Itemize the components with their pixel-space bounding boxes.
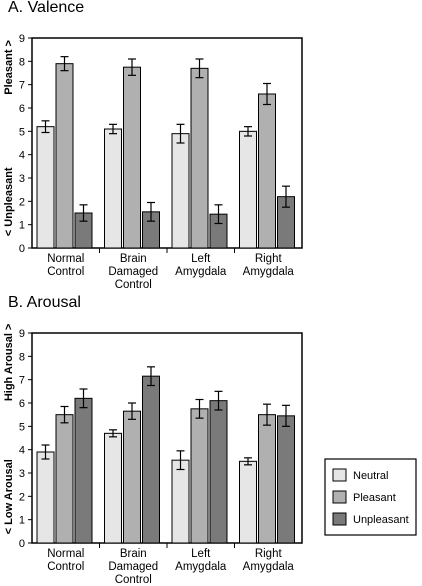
panel-a-title: A. Valence [8, 0, 85, 16]
category-label: Left [191, 253, 211, 265]
bar-pleasant [258, 93, 276, 249]
bar-neutral [104, 432, 122, 544]
bar-unpleasant [142, 375, 160, 544]
bar-neutral [171, 459, 190, 544]
y-tick-label: 2 [19, 491, 25, 503]
y-tick-label: 5 [19, 126, 25, 138]
bar-neutral [36, 451, 55, 544]
y-axis-label-bottom: < Low Arousal [3, 459, 15, 534]
bar-neutral [239, 460, 257, 544]
category-label: Amygdala [175, 561, 227, 573]
category-label: Control [115, 279, 152, 291]
y-tick-label: 3 [19, 173, 25, 185]
bar-pleasant [55, 414, 74, 544]
y-tick-label: 1 [19, 220, 25, 232]
y-axis-label-top: High Arousal > [3, 324, 15, 402]
legend-label: Unpleasant [353, 514, 409, 526]
panel-b-title: B. Arousal [8, 294, 81, 311]
y-tick-label: 5 [19, 421, 25, 433]
y-tick-label: 7 [19, 375, 25, 387]
category-label: Normal [47, 548, 84, 560]
y-tick-label: 6 [19, 103, 25, 115]
y-tick-label: 8 [19, 56, 25, 68]
category-label: Right [255, 548, 283, 560]
bar-neutral [171, 133, 190, 249]
legend-swatch-neutral [332, 468, 347, 482]
y-tick-label: 7 [19, 80, 25, 92]
bar-pleasant [55, 63, 74, 249]
y-tick-label: 3 [19, 468, 25, 480]
category-label: Right [255, 253, 283, 265]
bar-pleasant [190, 408, 209, 544]
category-label: Damaged [108, 266, 158, 278]
y-tick-label: 9 [19, 33, 25, 45]
y-tick-label: 0 [19, 243, 25, 255]
y-tick-label: 4 [19, 445, 25, 457]
bar-unpleasant [209, 400, 228, 544]
bar-unpleasant [74, 397, 93, 544]
y-tick-label: 6 [19, 398, 25, 410]
y-tick-label: 0 [19, 538, 25, 550]
bar-pleasant [258, 414, 276, 544]
bar-pleasant [123, 410, 141, 544]
category-label: Control [47, 561, 84, 573]
category-label: Amygdala [175, 266, 227, 278]
bar-unpleasant [277, 415, 295, 544]
category-label: Normal [47, 253, 84, 265]
category-label: Left [191, 548, 211, 560]
bar-neutral [104, 128, 122, 249]
y-tick-label: 1 [19, 515, 25, 527]
category-label: Amygdala [243, 561, 295, 573]
bar-pleasant [190, 67, 209, 249]
category-label: Brain [120, 548, 147, 560]
y-tick-label: 8 [19, 351, 25, 363]
category-label: Amygdala [243, 266, 295, 278]
category-label: Control [115, 574, 152, 586]
bar-neutral [36, 126, 55, 249]
y-tick-label: 9 [19, 328, 25, 340]
y-tick-label: 4 [19, 150, 25, 162]
legend-swatch-pleasant [332, 490, 347, 504]
bar-pleasant [123, 66, 141, 249]
category-label: Control [47, 266, 84, 278]
y-axis-label-top: Pleasant > [3, 40, 15, 95]
category-label: Damaged [108, 561, 158, 573]
bar-neutral [239, 130, 257, 249]
legend-label: Pleasant [353, 492, 396, 504]
y-tick-label: 2 [19, 196, 25, 208]
y-axis-label-bottom: < Unpleasant [3, 167, 15, 236]
legend-swatch-unpleasant [332, 512, 347, 526]
legend-label: Neutral [353, 470, 388, 482]
category-label: Brain [120, 253, 147, 265]
